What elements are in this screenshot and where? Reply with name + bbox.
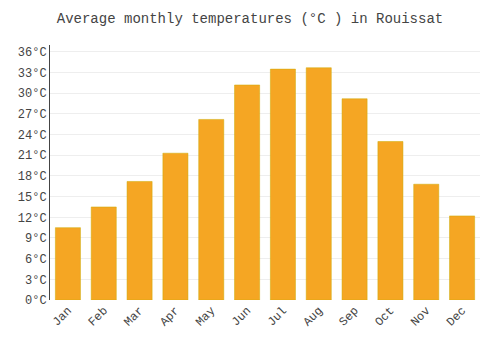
svg-text:Feb: Feb [86, 304, 111, 329]
svg-text:30°C: 30°C [18, 87, 47, 101]
svg-text:Jun: Jun [229, 304, 254, 329]
svg-text:36°C: 36°C [18, 46, 47, 60]
svg-text:Aug: Aug [301, 304, 326, 329]
svg-text:12°C: 12°C [18, 212, 47, 226]
svg-text:21°C: 21°C [18, 149, 47, 163]
svg-text:15°C: 15°C [18, 191, 47, 205]
svg-text:24°C: 24°C [18, 129, 47, 143]
svg-text:Mar: Mar [121, 304, 146, 329]
svg-text:May: May [193, 304, 218, 329]
svg-text:Oct: Oct [372, 304, 397, 329]
svg-text:18°C: 18°C [18, 170, 47, 184]
svg-text:9°C: 9°C [25, 232, 47, 246]
svg-text:27°C: 27°C [18, 108, 47, 122]
svg-text:33°C: 33°C [18, 67, 47, 81]
svg-text:Sep: Sep [336, 304, 361, 329]
svg-text:Nov: Nov [408, 304, 433, 329]
svg-text:Jan: Jan [50, 304, 75, 329]
svg-text:Average monthly temperatures (: Average monthly temperatures (°C ) in Ro… [57, 11, 443, 27]
svg-text:0°C: 0°C [25, 294, 47, 308]
svg-text:Apr: Apr [157, 304, 182, 329]
svg-text:Dec: Dec [444, 304, 469, 329]
svg-text:6°C: 6°C [25, 253, 47, 267]
svg-text:3°C: 3°C [25, 274, 47, 288]
svg-text:Jul: Jul [265, 304, 290, 329]
